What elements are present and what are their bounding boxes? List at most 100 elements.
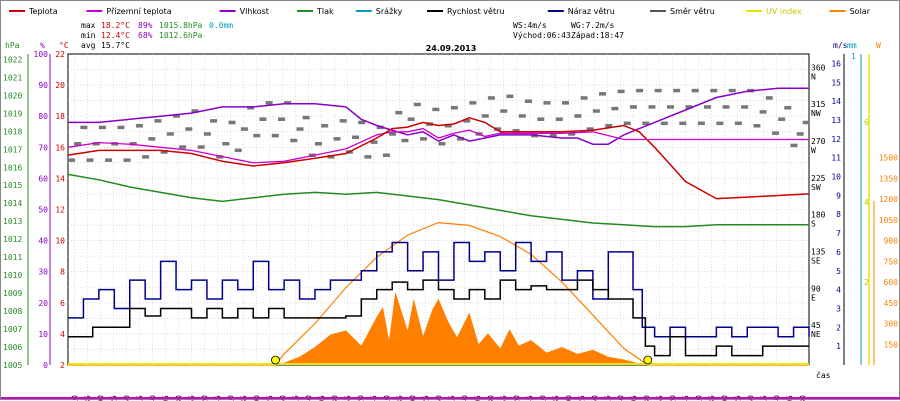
legend-label: Vlhkost	[240, 7, 269, 16]
legend-label: Tlak	[316, 7, 334, 16]
wind-direction-mark	[302, 115, 310, 120]
wind-direction-mark	[629, 105, 637, 109]
percent-tick: 100	[34, 50, 49, 59]
legend-label: Srážky	[376, 7, 403, 16]
summary-min-press: 1012.6hPa	[159, 31, 203, 40]
wind-direction-mark	[500, 109, 508, 113]
wind-direction-mark	[284, 101, 292, 105]
wind-direction-mark	[506, 94, 514, 99]
wind-direction-mark	[790, 143, 798, 148]
summary-min-hum: 68%	[138, 31, 153, 40]
direction-tick-dir: SE	[811, 257, 821, 266]
wind-direction-mark	[376, 125, 384, 130]
wind-direction-mark	[697, 121, 705, 126]
wind-direction-mark	[592, 109, 600, 113]
wind-direction-mark	[327, 155, 335, 159]
percent-tick: 50	[38, 206, 48, 215]
wind-direction-mark	[494, 127, 502, 131]
wind-direction-mark	[105, 158, 113, 162]
info-sunrise: Východ:06:43	[513, 31, 571, 40]
wind-direction-mark	[469, 101, 477, 105]
percent-tick: 80	[38, 112, 48, 121]
legend-label: UV index	[766, 7, 802, 16]
wind-direction-mark	[358, 120, 366, 125]
wind-direction-mark	[419, 137, 427, 141]
watts-tick: 750	[884, 257, 899, 266]
direction-tick-deg: 90	[811, 284, 821, 293]
percent-tick: 30	[38, 268, 48, 277]
celsius-tick: 8	[60, 268, 65, 277]
watts-tick: 450	[884, 299, 899, 308]
wind-direction-mark	[796, 132, 804, 136]
celsius-tick: 14	[55, 174, 65, 183]
wind-direction-mark	[333, 137, 341, 141]
wind-direction-mark	[778, 117, 786, 121]
sunset-marker	[643, 355, 653, 365]
celsius-tick: 10	[55, 237, 65, 246]
wind-direction-mark	[722, 105, 730, 109]
hpa-tick: 1011	[3, 253, 22, 262]
wind-direction-mark	[216, 155, 224, 159]
wind-direction-mark	[741, 105, 749, 109]
hpa-tick: 1017	[3, 145, 22, 154]
wind-direction-mark	[172, 114, 180, 118]
mm-tick: 1	[851, 52, 856, 61]
wind-direction-mark	[265, 101, 273, 105]
wind-direction-mark	[734, 121, 742, 126]
wind-direction-mark	[432, 107, 440, 112]
ms-tick: 16	[831, 59, 841, 68]
hpa-tick: 1012	[3, 235, 22, 244]
hpa-tick: 1014	[3, 199, 22, 208]
ms-tick: 13	[831, 116, 841, 125]
ms-tick: 3	[836, 304, 841, 313]
legend-label: Teplota	[28, 7, 58, 16]
wind-speed-line	[68, 279, 809, 357]
watts-tick: 1500	[879, 154, 898, 163]
wind-direction-mark	[487, 96, 495, 100]
wind-direction-mark	[728, 88, 736, 93]
wind-direction-mark	[277, 117, 285, 121]
wind-direction-mark	[654, 88, 662, 93]
wind-direction-mark	[685, 105, 693, 109]
humidity-line	[68, 87, 809, 145]
direction-tick-deg: 315	[811, 100, 826, 109]
wind-direction-mark	[642, 121, 650, 126]
info-sunset: Západ:18:47	[571, 31, 624, 40]
legend-label: Náraz větru	[568, 7, 615, 16]
solar-line	[68, 221, 809, 366]
wind-direction-mark	[771, 131, 779, 135]
ms-axis-unit: m/s	[833, 41, 848, 50]
hpa-tick: 1013	[3, 217, 22, 226]
mm-axis-unit: mm	[847, 41, 857, 50]
hpa-tick: 1006	[3, 343, 22, 352]
wind-direction-mark	[673, 88, 681, 93]
percent-axis-unit: %	[40, 41, 45, 50]
wind-direction-mark	[370, 140, 378, 144]
wind-direction-mark	[753, 124, 761, 128]
wind-direction-mark	[154, 119, 162, 123]
watts-tick: 1200	[879, 195, 898, 204]
direction-tick-deg: 135	[811, 248, 826, 257]
wind-direction-mark	[524, 99, 532, 103]
ms-tick: 11	[831, 154, 841, 163]
watts-tick: 1350	[879, 174, 898, 183]
wind-direction-mark	[179, 145, 187, 149]
uv-tick: 6	[864, 118, 869, 127]
watts-tick: 300	[884, 320, 899, 329]
wind-direction-mark	[240, 127, 248, 131]
sunrise-marker	[271, 355, 280, 365]
summary-min-temp: 12.4°C	[101, 31, 130, 40]
wind-direction-mark	[481, 114, 489, 118]
wind-direction-mark	[765, 96, 773, 100]
ms-tick: 2	[836, 323, 841, 332]
wind-direction-mark	[401, 138, 409, 143]
summary-rain: 0.0mm	[209, 21, 233, 30]
wind-direction-mark	[537, 117, 545, 121]
summary-max-label: max	[81, 21, 96, 30]
summary-max-press: 1015.8hPa	[159, 21, 203, 30]
wind-direction-mark	[228, 120, 236, 125]
wind-direction-mark	[92, 142, 100, 146]
legend-label: Přízemní teplota	[106, 7, 171, 16]
ms-tick: 14	[831, 97, 841, 106]
hpa-tick: 1007	[3, 325, 22, 334]
